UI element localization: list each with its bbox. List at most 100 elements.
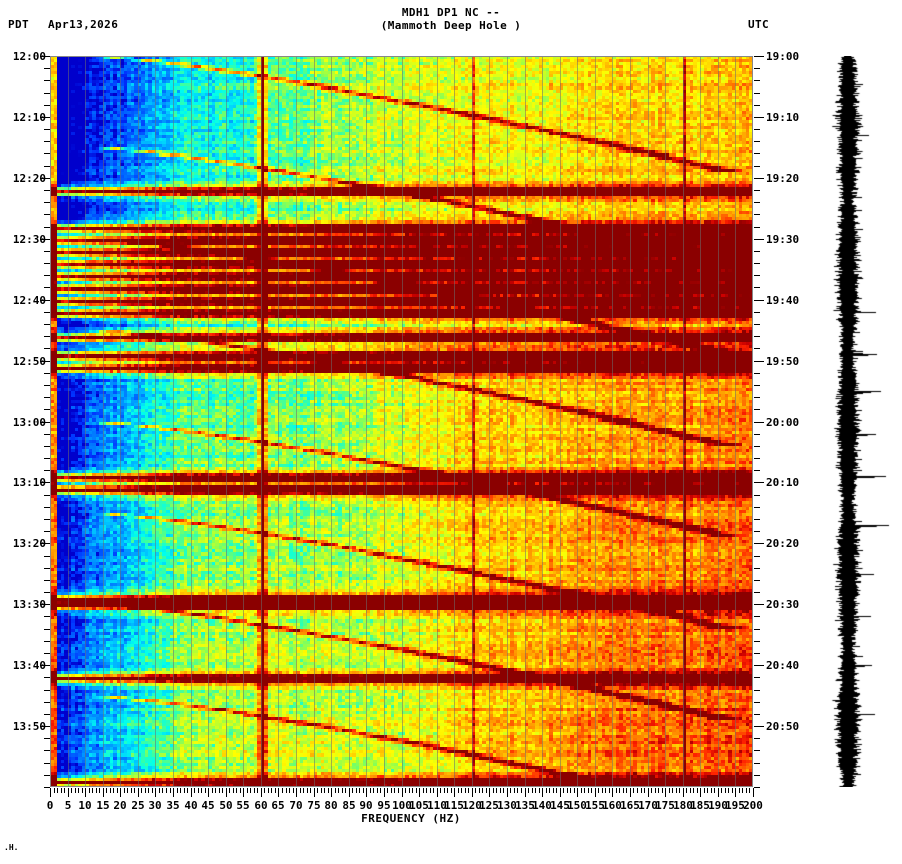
y-tick-minor-right (754, 190, 760, 191)
seismogram-trace-panel (822, 56, 902, 787)
x-tick-minor (321, 788, 322, 793)
x-axis-tick-label: 15 (96, 799, 110, 812)
x-tick-minor (728, 788, 729, 793)
x-tick-minor (170, 788, 171, 793)
x-axis-tick-label: 75 (307, 799, 321, 812)
y-axis-label-left: 13:20 (12, 537, 46, 550)
y-tick-minor-right (754, 56, 760, 57)
x-tick-minor (205, 788, 206, 793)
x-tick-minor (697, 788, 698, 793)
x-tick-minor (570, 788, 571, 793)
x-tick-minor (655, 788, 656, 793)
y-tick-major-left (40, 239, 50, 240)
y-tick-major-right (754, 239, 764, 240)
x-tick-major (595, 788, 596, 797)
x-tick-minor (264, 788, 265, 793)
x-tick-minor (496, 788, 497, 793)
x-tick-minor (591, 788, 592, 793)
y-axis-label-left: 13:30 (12, 598, 46, 611)
y-tick-minor-right (754, 324, 760, 325)
x-tick-minor (539, 788, 540, 793)
x-tick-major (366, 788, 367, 797)
x-tick-major (173, 788, 174, 797)
spectrogram-canvas[interactable] (50, 56, 753, 787)
x-axis-tick-label: 195 (725, 799, 745, 812)
x-tick-minor (676, 788, 677, 793)
x-axis-tick-label: 90 (359, 799, 373, 812)
timezone-right-label: UTC (748, 18, 770, 31)
y-tick-minor-right (754, 239, 760, 240)
spectrogram-plot[interactable] (50, 56, 753, 787)
x-tick-minor (254, 788, 255, 793)
x-tick-major (560, 788, 561, 797)
x-tick-minor (293, 788, 294, 793)
y-tick-minor-right (754, 214, 760, 215)
y-tick-minor-right (754, 129, 760, 130)
x-tick-minor (387, 788, 388, 793)
x-tick-minor (486, 788, 487, 793)
x-tick-minor (229, 788, 230, 793)
x-tick-minor (556, 788, 557, 793)
x-axis-tick-label: 155 (585, 799, 605, 812)
x-tick-major (349, 788, 350, 797)
y-tick-minor-right (754, 287, 760, 288)
x-axis-tick-label: 170 (638, 799, 658, 812)
x-tick-minor (61, 788, 62, 793)
x-tick-minor (637, 788, 638, 793)
x-tick-major (454, 788, 455, 797)
x-tick-major (402, 788, 403, 797)
x-tick-minor (307, 788, 308, 793)
x-tick-minor (268, 788, 269, 793)
x-axis-tick-label: 5 (64, 799, 72, 812)
x-axis-tick-label: 140 (532, 799, 552, 812)
y-axis-label-left: 13:50 (12, 720, 46, 733)
x-axis-tick-label: 190 (708, 799, 728, 812)
y-axis-label-left: 12:40 (12, 294, 46, 307)
x-tick-minor (616, 788, 617, 793)
x-tick-minor (693, 788, 694, 793)
page-title: MDH1 DP1 NC -- (401, 6, 501, 19)
y-tick-major-left (40, 117, 50, 118)
y-tick-minor-right (754, 202, 760, 203)
y-tick-major-right (754, 604, 764, 605)
x-tick-minor (553, 788, 554, 793)
x-axis-tick-label: 200 (743, 799, 763, 812)
x-tick-minor (64, 788, 65, 793)
x-tick-major (700, 788, 701, 797)
x-tick-major (489, 788, 490, 797)
x-tick-minor (363, 788, 364, 793)
x-tick-minor (662, 788, 663, 793)
x-tick-minor (746, 788, 747, 793)
x-axis-tick-label: 110 (427, 799, 447, 812)
x-axis-tick-label: 150 (567, 799, 587, 812)
y-tick-minor-right (754, 519, 760, 520)
x-tick-minor (468, 788, 469, 793)
x-tick-minor (250, 788, 251, 793)
x-tick-major (612, 788, 613, 797)
x-tick-minor (707, 788, 708, 793)
x-tick-minor (82, 788, 83, 793)
x-tick-minor (521, 788, 522, 793)
x-axis-tick-label: 45 (201, 799, 215, 812)
x-axis-tick-label: 65 (271, 799, 285, 812)
y-tick-major-right (754, 482, 764, 483)
x-tick-minor (345, 788, 346, 793)
x-tick-minor (704, 788, 705, 793)
y-tick-minor-right (754, 312, 760, 313)
x-tick-major (243, 788, 244, 797)
y-tick-minor-left (44, 787, 50, 788)
x-axis-tick-label: 10 (78, 799, 92, 812)
y-tick-minor-right (754, 775, 760, 776)
x-axis-tick-label: 105 (409, 799, 429, 812)
x-tick-minor (549, 788, 550, 793)
x-axis-tick-label: 125 (479, 799, 499, 812)
x-tick-minor (644, 788, 645, 793)
y-tick-minor-right (754, 178, 760, 179)
y-tick-minor-right (754, 336, 760, 337)
x-axis-tick-label: 35 (166, 799, 180, 812)
y-tick-minor-right (754, 714, 760, 715)
x-tick-minor (588, 788, 589, 793)
y-tick-minor-right (754, 80, 760, 81)
x-tick-minor (626, 788, 627, 793)
timezone-left-label: PDT (8, 18, 30, 31)
